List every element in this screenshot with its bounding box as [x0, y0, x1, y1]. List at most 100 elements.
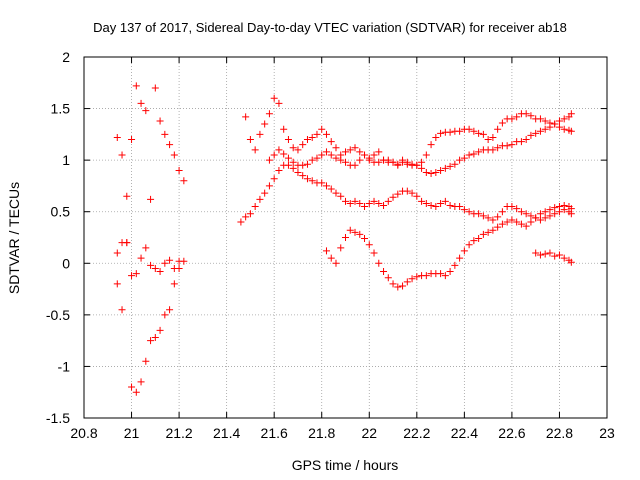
data-point-g [408, 275, 416, 283]
data-point-d [522, 110, 530, 118]
data-point-a [166, 141, 174, 149]
data-point-f [356, 199, 364, 207]
data-point-d [567, 127, 575, 135]
data-point-f [408, 189, 416, 197]
data-point-f [465, 208, 473, 216]
data-point-d [251, 146, 259, 154]
data-point-b [137, 378, 145, 386]
y-tick-label: 0 [62, 255, 70, 271]
data-point-g [508, 216, 516, 224]
data-point-g [346, 226, 354, 234]
data-point-g [541, 208, 549, 216]
data-point-g [399, 282, 407, 290]
data-point-h [532, 249, 540, 257]
data-point-g [494, 223, 502, 231]
data-point-g [441, 272, 449, 280]
data-point-c [137, 254, 145, 262]
data-point-e [361, 151, 369, 159]
data-point-b [118, 306, 126, 314]
data-point-d [465, 125, 473, 133]
data-point-c [166, 256, 174, 264]
data-point-g [479, 230, 487, 238]
data-point-e [446, 162, 454, 170]
data-point-g [513, 218, 521, 226]
data-point-g [503, 218, 511, 226]
data-point-g [517, 220, 525, 228]
data-point-f [351, 197, 359, 205]
x-axis-label: GPS time / hours [292, 457, 399, 473]
data-point-f [446, 202, 454, 210]
y-tick-label: 2 [62, 49, 70, 65]
data-point-e [322, 148, 330, 156]
data-point-g [456, 254, 464, 262]
data-point-g [365, 241, 373, 249]
data-point-a [123, 192, 131, 200]
data-point-d [308, 133, 316, 141]
data-point-e [460, 154, 468, 162]
data-point-e [375, 158, 383, 166]
data-point-b [151, 334, 159, 342]
x-tick-label: 22.8 [546, 425, 573, 441]
data-point-g [536, 210, 544, 218]
data-point-g [551, 204, 559, 212]
data-point-e [280, 150, 288, 158]
data-point-f [546, 212, 554, 220]
data-point-e [413, 161, 421, 169]
data-point-d [498, 119, 506, 127]
data-point-f [403, 187, 411, 195]
data-point-f [380, 202, 388, 210]
data-point-g [422, 272, 430, 280]
data-point-f [508, 203, 516, 211]
data-point-e [475, 148, 483, 156]
data-point-e [403, 160, 411, 168]
data-point-e [422, 169, 430, 177]
data-point-g [361, 235, 369, 243]
data-point-g [498, 220, 506, 228]
data-point-c [132, 270, 140, 278]
data-point-f [456, 203, 464, 211]
data-point-d [489, 133, 497, 141]
data-point-g [337, 244, 345, 252]
data-point-e [441, 164, 449, 172]
data-point-c [175, 257, 183, 265]
data-point-h [560, 254, 568, 262]
data-point-g [403, 278, 411, 286]
data-point-e [451, 160, 459, 168]
data-point-d [289, 144, 297, 152]
data-point-g [413, 273, 421, 281]
data-point-a [142, 107, 150, 115]
data-point-f [551, 210, 559, 218]
data-point-d [456, 127, 464, 135]
data-point-f [418, 197, 426, 205]
data-point-e [555, 117, 563, 125]
x-tick-label: 22.4 [451, 425, 478, 441]
data-point-f [427, 202, 435, 210]
data-point-f [270, 175, 278, 183]
data-point-a [180, 177, 188, 185]
x-tick-label: 21.4 [213, 425, 240, 441]
data-point-g [567, 205, 575, 213]
data-point-c [128, 272, 136, 280]
data-point-d [265, 110, 273, 118]
data-point-e [527, 131, 535, 139]
data-point-f [522, 210, 530, 218]
data-point-f [484, 214, 492, 222]
data-point-e [342, 158, 349, 166]
data-point-c [170, 264, 178, 272]
data-point-f [332, 189, 340, 197]
x-tick-label: 23 [599, 425, 615, 441]
data-point-g [332, 259, 340, 267]
data-point-e [470, 150, 478, 158]
data-point-a [113, 133, 121, 141]
data-point-d [303, 136, 311, 144]
data-point-f [242, 213, 250, 221]
data-point-f [318, 179, 326, 187]
data-point-d [256, 130, 264, 138]
data-point-e [337, 156, 345, 164]
x-tick-label: 22.6 [498, 425, 525, 441]
data-point-d [313, 130, 321, 138]
x-tick-labels: 20.8 21 21.2 21.4 21.6 21.8 22 22.2 22.4 22.6 22.8… [70, 425, 615, 441]
data-point-d [342, 148, 349, 156]
data-point-g [389, 280, 397, 288]
